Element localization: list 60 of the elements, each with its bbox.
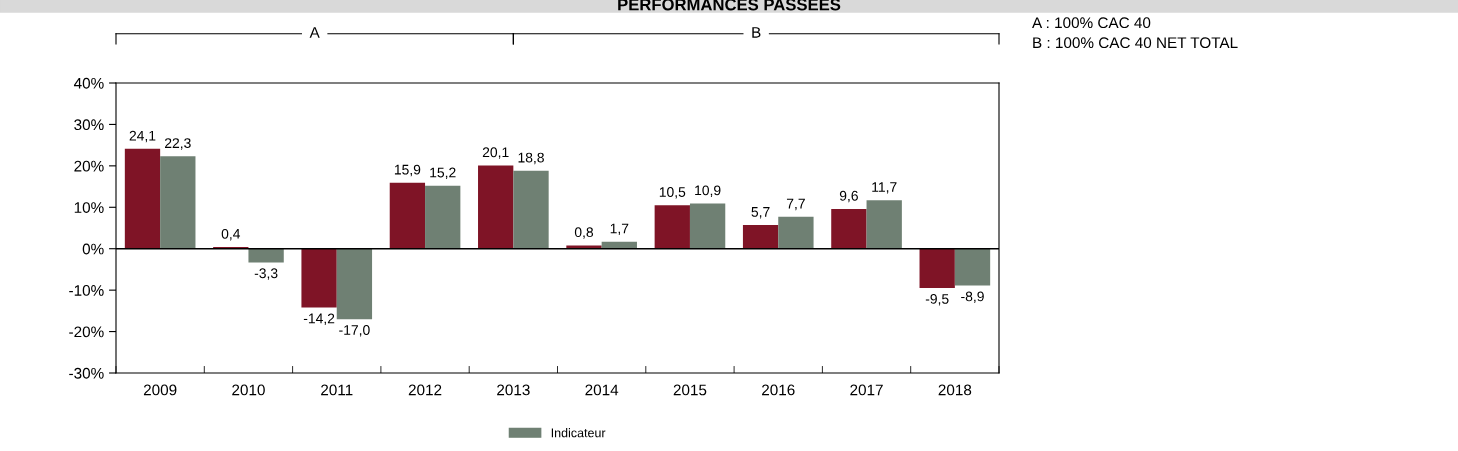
bar [742, 225, 779, 249]
bar [866, 200, 902, 249]
data-label: -9,5 [925, 293, 949, 306]
bar [124, 148, 161, 249]
bar [831, 208, 867, 249]
bar [919, 248, 955, 289]
x-tick-label: 2009 [143, 384, 177, 396]
bar [248, 248, 284, 263]
data-label: -8,9 [961, 291, 984, 303]
bar [425, 185, 461, 249]
y-tick-label: 0% [82, 243, 104, 255]
bar [513, 170, 549, 249]
data-label: 11,7 [872, 182, 897, 194]
data-label: 22,3 [164, 138, 191, 150]
x-tick-label: 2010 [232, 384, 265, 396]
text: B : 100% CAC 40 NET TOTAL [1033, 37, 1238, 49]
y-tick-label: 30% [74, 119, 104, 131]
bar [478, 165, 514, 249]
data-label: 1,7 [610, 223, 629, 236]
y-tick-label: 10% [74, 202, 104, 213]
data-label: 18,8 [518, 152, 544, 165]
text: A [309, 27, 320, 38]
data-label: 10,9 [695, 185, 721, 197]
x-tick-label: 2011 [321, 384, 353, 396]
data-label: -3,3 [254, 268, 278, 280]
x-tick-label: 2017 [850, 384, 883, 396]
bar [301, 248, 337, 308]
x-tick-label: 2014 [585, 384, 619, 396]
data-label: 15,2 [430, 167, 456, 180]
data-label: -14,2 [303, 313, 335, 325]
data-label: 9,6 [839, 190, 858, 203]
text: B [752, 27, 761, 38]
data-label: 0,8 [574, 227, 594, 239]
legend-label: Indicateur [551, 428, 606, 438]
data-label: 10,5 [659, 187, 686, 199]
y-tick-label: -10% [69, 285, 104, 296]
data-label: 15,9 [394, 164, 421, 177]
bar [160, 156, 196, 249]
bar [778, 216, 814, 249]
x-tick-label: 2013 [497, 384, 530, 396]
y-tick-label: -30% [69, 367, 104, 379]
data-label: 7,7 [786, 198, 805, 211]
bar [336, 248, 373, 320]
bar [389, 182, 426, 249]
data-label: 24,1 [129, 130, 156, 143]
y-tick-label: -20% [69, 326, 104, 338]
data-label: -17,0 [339, 325, 370, 337]
data-label: 0,4 [221, 228, 241, 241]
data-label: 20,1 [482, 147, 509, 159]
x-tick-label: 2018 [938, 384, 972, 396]
y-tick-label: 40% [73, 77, 104, 89]
x-tick-label: 2016 [762, 384, 795, 396]
bar [654, 205, 690, 249]
bar [689, 203, 726, 249]
x-tick-label: 2015 [673, 384, 707, 396]
y-tick-label: 20% [74, 160, 104, 172]
x-tick-label: 2012 [408, 384, 442, 396]
bar [954, 248, 991, 286]
text: A : 100% CAC 40 [1032, 17, 1151, 29]
data-label: 5,7 [751, 207, 770, 219]
